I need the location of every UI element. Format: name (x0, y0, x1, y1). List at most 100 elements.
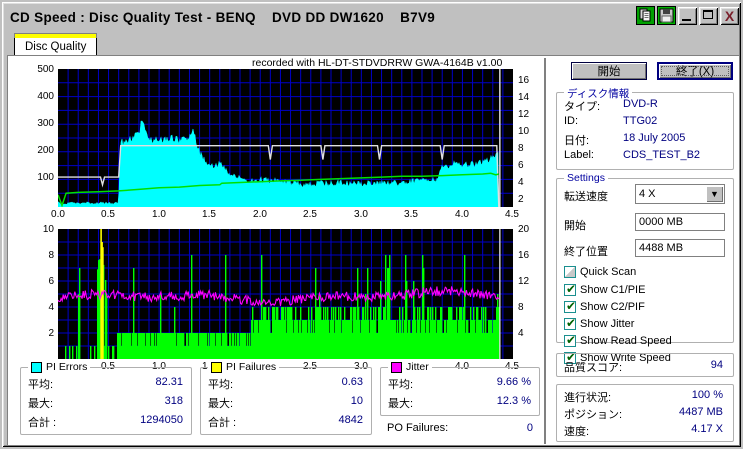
stats-jitter-caption: Jitter (388, 361, 432, 373)
chart1-xtick-8: 4.0 (455, 209, 469, 220)
focus-rect (661, 66, 729, 76)
disc-info-label-0: タイプ: (564, 101, 601, 113)
chart2-ytick-4: 4 (48, 302, 54, 313)
chart1-y2tick-10: 10 (518, 126, 530, 137)
copy-icon-glyph (639, 8, 651, 22)
tab-active-marker (14, 33, 98, 38)
checkbox-label-show-c2-pif: Show C2/PIF (580, 301, 645, 313)
checkbox-show-jitter[interactable]: ✔ Show Jitter (564, 316, 635, 330)
checkbox-show-write-speed[interactable]: ✔ Show Write Speed (564, 351, 671, 364)
chart1-xtick-5: 2.5 (303, 209, 317, 220)
maximize-icon (703, 9, 713, 19)
progress-value-2: 4.17 X (691, 423, 723, 435)
chart1-ytick-100: 100 (37, 172, 54, 183)
stats-jitter: Jitter 平均: 9.66 % 最大: 12.3 % (380, 361, 540, 416)
pi-errors-row-value-0: 82.31 (155, 376, 183, 388)
start-position-value: 0000 MB (639, 216, 684, 228)
chart2-ytick-10: 10 (42, 224, 54, 235)
save-icon[interactable] (657, 6, 676, 25)
panel-divider (544, 58, 546, 444)
start-button[interactable]: 開始 (571, 62, 647, 80)
chart1-xtick-0: 0.0 (51, 209, 65, 220)
start-position-field[interactable]: 0000 MB (635, 213, 725, 231)
stats-pi-errors-caption: PI Errors (28, 361, 91, 373)
po-failures-value: 0 (526, 422, 533, 434)
chevron-down-icon[interactable]: ▼ (706, 186, 723, 202)
minimize-button[interactable] (678, 6, 697, 25)
jitter-row-label-0: 平均: (388, 379, 414, 391)
chart1-xtick-6: 3.0 (354, 209, 368, 220)
chart2-y2tick-4: 4 (518, 328, 524, 339)
stats-pi-failures: PI Failures 平均: 0.63 最大: 10 合計 : 4842 (200, 361, 372, 435)
checkbox-icon-show-write-speed: ✔ (564, 351, 576, 364)
pi-errors-row-label-1: 最大: (28, 398, 54, 410)
checkbox-label-show-read-speed: Show Read Speed (580, 335, 672, 347)
save-icon-glyph (659, 8, 674, 23)
title-bar-buttons: X (636, 6, 739, 25)
close-button[interactable]: X (720, 6, 739, 25)
chart2-ytick-8: 8 (48, 250, 54, 261)
chart1-xtick-2: 1.0 (152, 209, 166, 220)
quality-score-group: 品質スコア: 94 (556, 353, 734, 377)
tab-label: Disc Quality (25, 40, 87, 53)
chart1-xtick-4: 2.0 (253, 209, 267, 220)
checkbox-show-c2-pif[interactable]: ✔ Show C2/PIF (564, 300, 645, 313)
checkbox-label-show-write-speed: Show Write Speed (580, 352, 671, 364)
chart1-y2tick-14: 14 (518, 92, 530, 103)
chart2-plot-area (58, 229, 513, 359)
checkbox-label-quick-scan: Quick Scan (580, 266, 637, 278)
jitter-row-label-1: 最大: (388, 398, 414, 410)
disc-info-group: ディスク情報 タイプ: DVD-R ID: TTG02 日付: 18 July … (556, 86, 734, 170)
checkbox-icon-show-jitter: ✔ (564, 316, 577, 330)
chart1-ytick-400: 400 (37, 91, 54, 102)
chart2-xtick-1: 0.5 (101, 361, 115, 372)
chart2-xtick-8: 4.0 (455, 361, 469, 372)
jitter-row-value-1: 12.3 % (496, 395, 531, 407)
disc-info-value-3: CDS_TEST_B2 (623, 149, 701, 161)
pi-errors-row-label-0: 平均: (28, 379, 54, 391)
checkbox-quick-scan[interactable]: Quick Scan (564, 266, 636, 278)
window-title: CD Speed : Disc Quality Test - BENQ DVD … (10, 9, 436, 25)
pi-failures-row-value-1: 10 (350, 395, 363, 407)
transfer-speed-combo[interactable]: 4 X ▼ (635, 184, 725, 204)
copy-icon[interactable] (636, 6, 655, 25)
chart1-ytick-300: 300 (37, 118, 54, 129)
checkbox-show-read-speed[interactable]: ✔ Show Read Speed (564, 333, 672, 347)
start-button-label: 開始 (597, 66, 621, 78)
checkbox-label-show-jitter: Show Jitter (580, 318, 635, 330)
chart-pi-errors: 500 400 300 200 100 16 14 12 10 8 6 4 2 … (8, 56, 541, 228)
check-icon: ✔ (566, 333, 577, 347)
pi-failures-row-value-2: 4842 (338, 414, 363, 426)
chart1-plot-area (58, 69, 513, 207)
stats-pi-failures-title: PI Failures (226, 361, 277, 373)
progress-label-2: 速度: (564, 426, 590, 438)
chart1-xtick-3: 1.5 (202, 209, 216, 220)
end-position-label: 終了位置 (564, 246, 608, 258)
minimize-icon (682, 18, 691, 21)
disc-info-label-1: ID: (564, 115, 579, 127)
checkbox-icon-show-read-speed: ✔ (564, 333, 577, 347)
disc-quality-page: recorded with HL-DT-STDVDRRW GWA-4164B v… (7, 55, 740, 446)
checkbox-show-c1-pie[interactable]: ✔ Show C1/PIE (564, 283, 645, 296)
check-icon: ✔ (566, 316, 577, 330)
chart1-xtick-1: 0.5 (101, 209, 115, 220)
maximize-button[interactable] (699, 6, 718, 25)
progress-group: 進行状況: 100 % ポジション: 4487 MB 速度: 4.17 X (556, 384, 734, 442)
checkbox-icon-quick-scan (564, 266, 576, 278)
chart-pi-failures: 10 8 6 4 2 20 16 12 8 4 0.0 0.5 1.0 1.5 … (8, 219, 541, 374)
chart1-y2tick-8: 8 (518, 143, 524, 154)
chart1-ytick-500: 500 (37, 64, 54, 75)
pi-errors-row-value-1: 318 (164, 395, 183, 407)
end-position-field[interactable]: 4488 MB (635, 239, 725, 257)
jitter-row-value-0: 9.66 % (496, 376, 531, 388)
tab-disc-quality[interactable]: Disc Quality (14, 33, 98, 56)
chart2-ytick-6: 6 (48, 276, 54, 287)
chart2-y2tick-16: 16 (518, 250, 530, 261)
exit-button[interactable]: 終了(X) (657, 62, 733, 80)
disc-info-label-2: 日付: (564, 135, 590, 147)
stats-pi-failures-caption: PI Failures (208, 361, 280, 373)
disc-info-value-0: DVD-R (623, 98, 658, 110)
start-position-label: 開始 (564, 220, 586, 232)
transfer-speed-label: 転送速度 (564, 191, 608, 203)
